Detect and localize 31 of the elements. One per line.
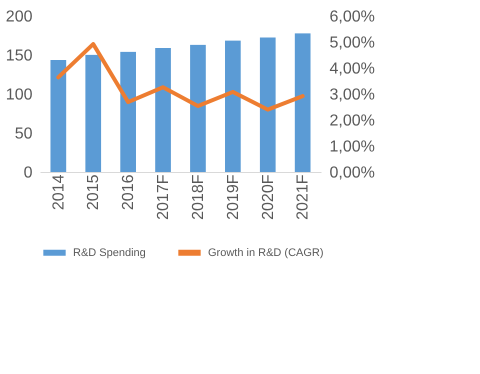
bar: [155, 48, 171, 172]
y-tick-label: 100: [6, 86, 33, 104]
x-tick-label: 2015: [85, 174, 102, 210]
line-series: [56, 42, 305, 112]
x-tick-label: 2019F: [224, 174, 242, 220]
legend-label: Growth in R&D (CAGR): [208, 246, 324, 259]
y2-tick-label: 4,00%: [330, 60, 375, 78]
y2-tick-label: 0,00%: [330, 164, 375, 182]
x-tick-label: 2018F: [190, 174, 207, 220]
y2-tick-label: 3,00%: [330, 86, 375, 104]
bar: [294, 33, 311, 172]
x-tick-label: 2014: [50, 174, 68, 210]
y-tick-label: 50: [14, 126, 33, 142]
x-tick-label: 2020F: [260, 174, 277, 220]
y2-tick-label: 1,00%: [330, 138, 375, 156]
y-tick-label: 200: [6, 8, 33, 26]
y2-tick-label: 6,00%: [330, 8, 375, 26]
bar: [120, 52, 136, 172]
bar: [260, 38, 276, 172]
y2-tick-label: 2,00%: [330, 112, 375, 130]
bar: [50, 60, 66, 172]
bar: [190, 44, 206, 172]
legend-label: R&D Spending: [73, 246, 146, 259]
y-tick-label: 0: [24, 164, 33, 182]
bar: [85, 54, 102, 172]
x-tick-label: 2016: [120, 174, 138, 210]
x-tick-label: 2021F: [294, 174, 312, 220]
y2-tick-label: 5,00%: [330, 34, 375, 52]
x-tick-label: 2017F: [155, 174, 172, 220]
bar: [225, 40, 241, 172]
y-tick-label: 150: [6, 48, 33, 64]
